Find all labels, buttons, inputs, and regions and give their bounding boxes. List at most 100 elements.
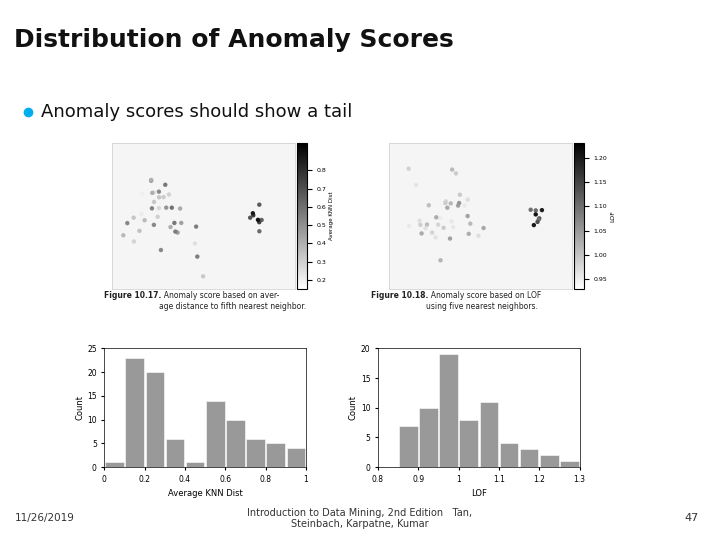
Bar: [419, 408, 438, 467]
Point: [256, 215, 267, 224]
Point: [117, 231, 129, 240]
Point: [128, 237, 140, 246]
Point: [463, 230, 474, 238]
Text: Figure 10.17.: Figure 10.17.: [104, 292, 162, 300]
Y-axis label: LOF: LOF: [610, 210, 615, 222]
Point: [148, 198, 160, 206]
Bar: [266, 443, 285, 467]
Point: [172, 228, 184, 237]
Point: [170, 227, 181, 236]
Point: [153, 204, 165, 212]
Point: [148, 188, 160, 197]
Point: [530, 206, 541, 215]
Point: [403, 164, 415, 173]
Point: [528, 221, 539, 230]
Point: [253, 218, 265, 226]
Text: Introduction to Data Mining, 2nd Edition   Tan,
Steinbach, Karpatne, Kumar: Introduction to Data Mining, 2nd Edition…: [248, 508, 472, 529]
Point: [163, 190, 175, 199]
Bar: [399, 426, 418, 467]
Point: [176, 219, 187, 227]
Point: [253, 227, 265, 235]
Point: [135, 210, 147, 218]
Point: [416, 229, 428, 238]
Point: [415, 220, 426, 229]
Point: [148, 220, 160, 229]
Point: [530, 210, 541, 219]
Point: [445, 199, 456, 208]
Text: Anomaly scores should show a tail: Anomaly scores should show a tail: [40, 103, 352, 121]
Bar: [166, 438, 184, 467]
Bar: [459, 420, 478, 467]
Point: [430, 233, 441, 242]
Point: [152, 213, 163, 221]
Point: [532, 218, 544, 226]
Point: [440, 199, 451, 207]
Bar: [186, 462, 204, 467]
Bar: [226, 420, 245, 467]
Point: [146, 204, 158, 213]
Point: [431, 213, 442, 221]
Point: [533, 215, 544, 224]
Y-axis label: Count: Count: [76, 395, 84, 420]
Point: [410, 180, 422, 189]
Point: [435, 256, 446, 265]
Point: [161, 204, 172, 212]
Point: [189, 239, 201, 248]
Point: [248, 211, 259, 220]
Bar: [206, 401, 225, 467]
Point: [122, 219, 133, 227]
Point: [244, 213, 256, 222]
Point: [454, 199, 465, 207]
Point: [426, 228, 438, 237]
Point: [247, 209, 258, 218]
Point: [414, 217, 426, 225]
Point: [197, 272, 209, 281]
Point: [420, 224, 431, 233]
Bar: [560, 461, 579, 467]
Text: 47: 47: [684, 514, 698, 523]
Y-axis label: Average KNN Dist: Average KNN Dist: [329, 192, 334, 240]
Point: [473, 231, 485, 240]
Point: [447, 223, 459, 232]
Point: [128, 213, 140, 222]
Bar: [105, 462, 124, 467]
Point: [253, 200, 265, 209]
Point: [433, 220, 444, 229]
Point: [423, 201, 435, 210]
Point: [192, 252, 203, 261]
Point: [536, 206, 548, 214]
Point: [438, 224, 449, 232]
Point: [166, 204, 178, 212]
Point: [145, 176, 157, 185]
Point: [534, 214, 545, 222]
Point: [134, 227, 145, 235]
Point: [454, 191, 466, 199]
Bar: [439, 354, 458, 467]
X-axis label: LOF: LOF: [471, 489, 487, 498]
Point: [403, 222, 415, 231]
Point: [525, 205, 536, 214]
Point: [434, 213, 446, 222]
Point: [421, 220, 433, 229]
Point: [174, 204, 186, 213]
Point: [139, 216, 150, 225]
Point: [441, 204, 453, 212]
Text: Figure 10.18.: Figure 10.18.: [371, 292, 428, 300]
Point: [440, 197, 451, 206]
Point: [462, 212, 474, 220]
Point: [452, 201, 464, 210]
Bar: [540, 455, 559, 467]
X-axis label: Average KNN Dist: Average KNN Dist: [168, 489, 243, 498]
Text: 11/26/2019: 11/26/2019: [14, 514, 74, 523]
Point: [190, 222, 202, 231]
Bar: [520, 449, 539, 467]
Point: [153, 187, 165, 196]
Text: Anomaly score based on LOF
using five nearest neighbors.: Anomaly score based on LOF using five ne…: [426, 292, 541, 310]
Point: [158, 193, 169, 201]
Point: [252, 215, 264, 224]
Bar: [287, 448, 305, 467]
Text: Distribution of Anomaly Scores: Distribution of Anomaly Scores: [14, 29, 454, 52]
Point: [153, 193, 165, 201]
Bar: [500, 443, 518, 467]
Text: Anomaly score based on aver-
age distance to fifth nearest neighbor.: Anomaly score based on aver- age distanc…: [159, 292, 306, 310]
